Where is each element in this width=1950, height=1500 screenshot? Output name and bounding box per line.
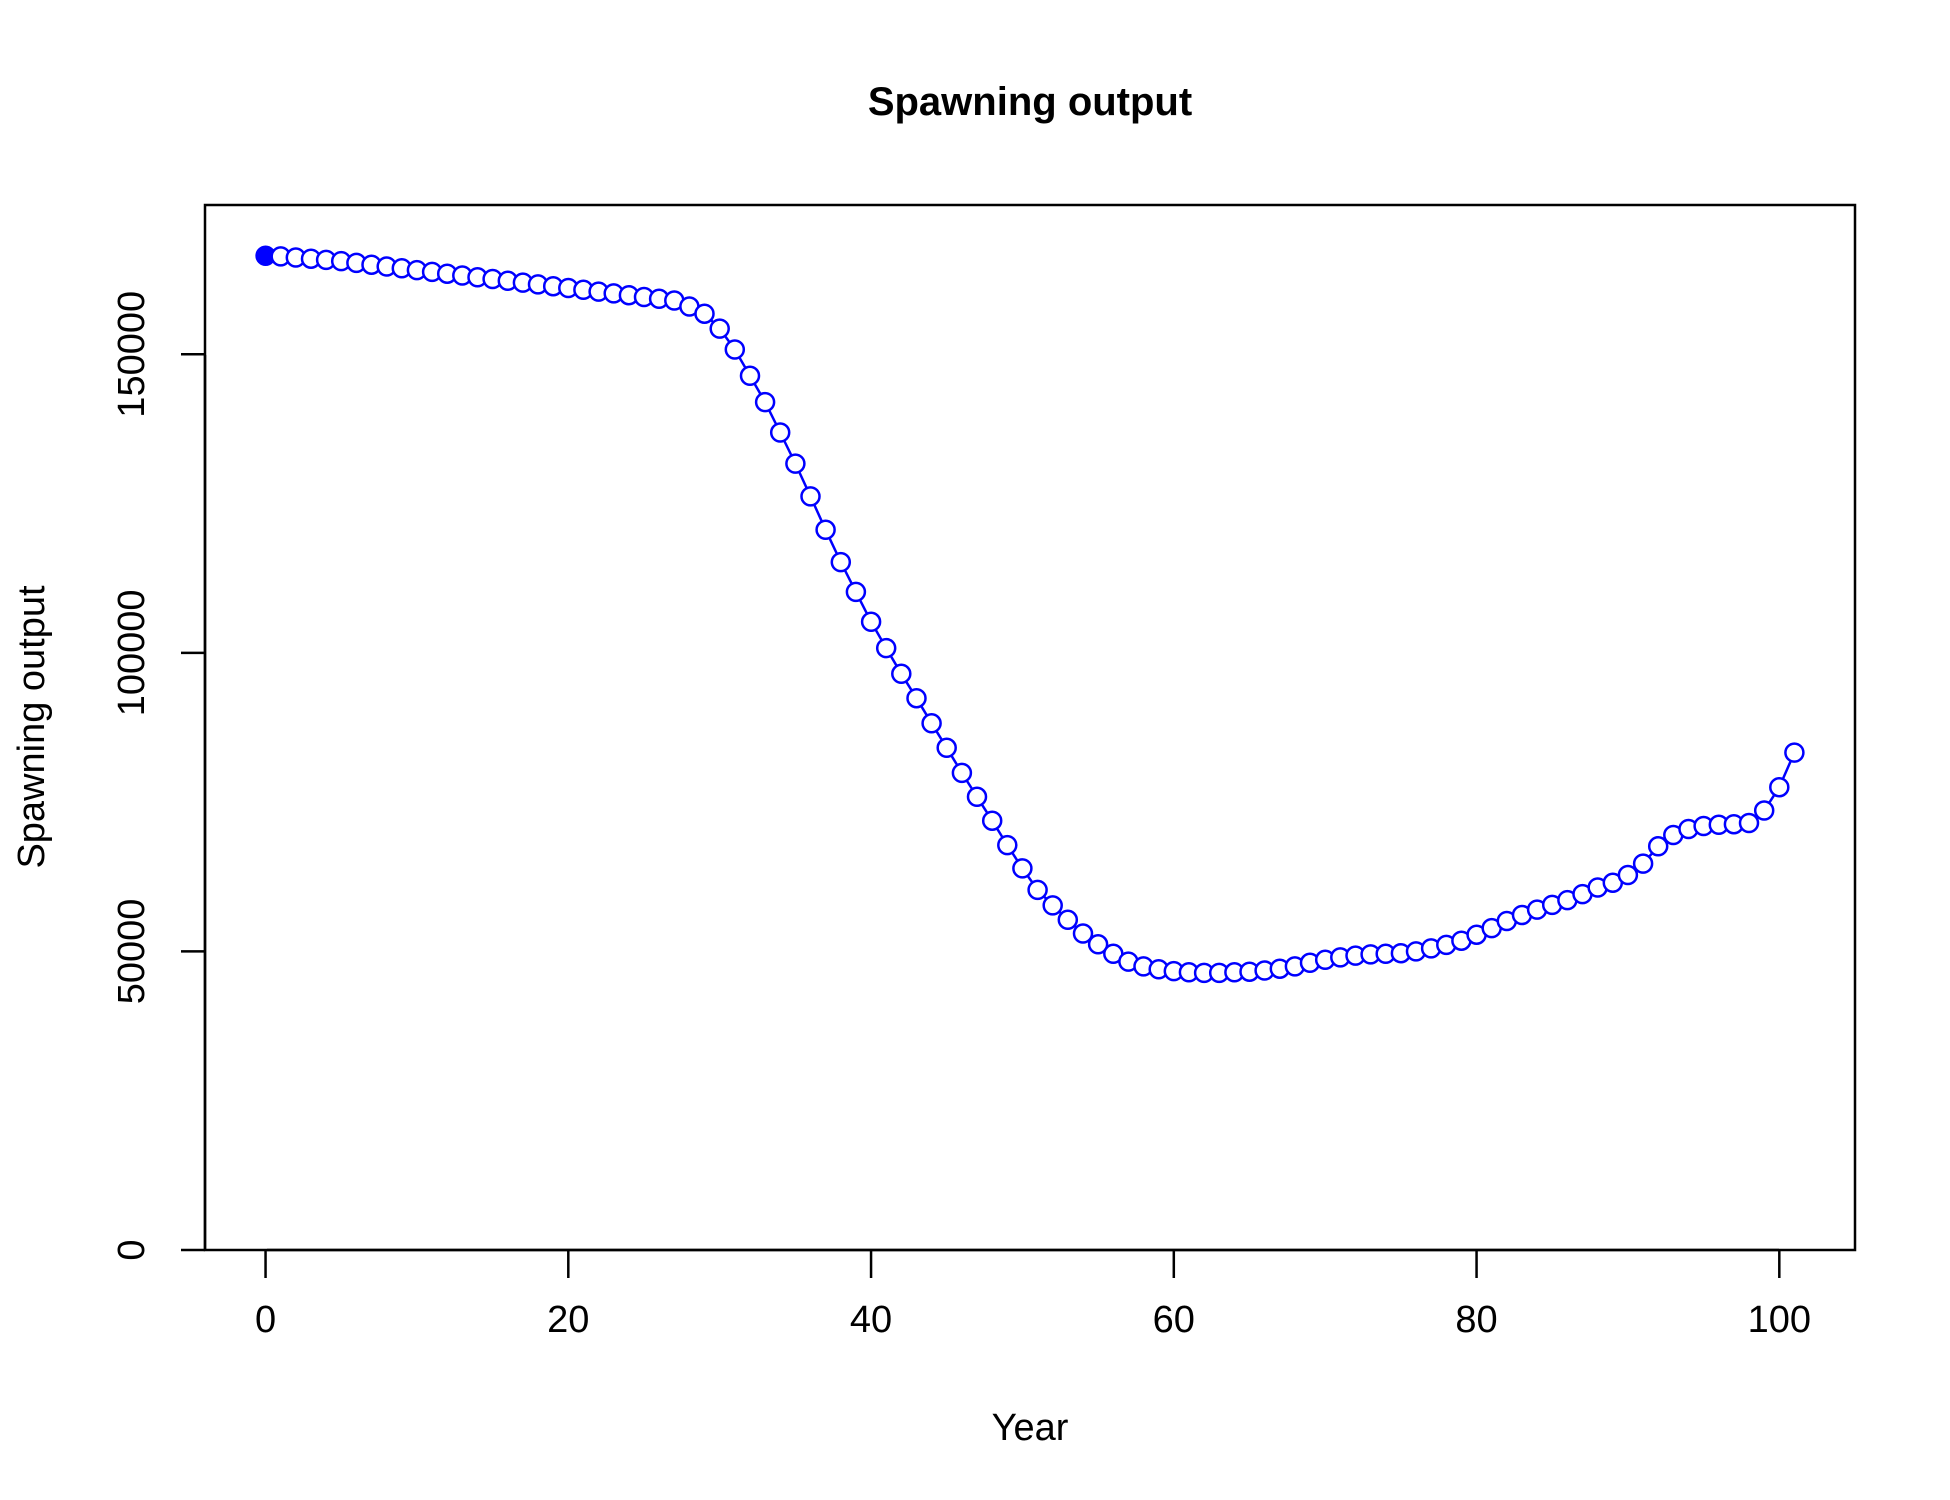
- data-point: [1057, 909, 1079, 931]
- data-point: [1753, 800, 1775, 821]
- y-axis-label: Spawning output: [11, 585, 53, 869]
- data-point: [769, 422, 791, 443]
- data-point: [724, 339, 746, 360]
- y-axis-ticks: 0 50000 100000 150000: [111, 291, 205, 1261]
- data-point: [981, 810, 1003, 831]
- series-points: [255, 245, 1805, 984]
- data-point: [1647, 836, 1669, 857]
- x-tick-label: 0: [255, 1299, 276, 1341]
- data-point: [936, 737, 957, 759]
- data-point: [860, 611, 882, 633]
- data-point: [1087, 934, 1109, 955]
- data-point: [1042, 895, 1063, 916]
- data-point: [1769, 776, 1790, 798]
- data-point: [1784, 742, 1805, 763]
- data-point: [997, 834, 1018, 856]
- x-tick-label: 100: [1748, 1299, 1811, 1341]
- plot-frame: [203, 203, 1857, 1252]
- data-point: [1738, 812, 1760, 834]
- data-point: [709, 318, 730, 339]
- data-point: [1617, 864, 1639, 886]
- data-point: [785, 453, 806, 474]
- data-point: [891, 663, 912, 685]
- data-point: [1072, 923, 1094, 944]
- y-tick-label: 50000: [111, 899, 153, 1005]
- data-point: [1027, 879, 1048, 901]
- data-point: [800, 486, 821, 507]
- data-point: [754, 391, 776, 413]
- data-point: [739, 365, 761, 387]
- data-point: [906, 687, 927, 709]
- data-point: [830, 551, 852, 573]
- x-axis-label: Year: [992, 1407, 1069, 1449]
- data-point: [815, 519, 836, 541]
- data-point: [966, 786, 988, 808]
- data-point: [1012, 858, 1033, 879]
- x-tick-label: 40: [850, 1299, 892, 1341]
- data-point: [921, 713, 942, 734]
- y-tick-label: 0: [111, 1239, 153, 1260]
- x-axis-ticks: 0 20 40 60 80 100: [255, 1250, 1811, 1341]
- x-tick-label: 20: [547, 1299, 589, 1341]
- data-point: [875, 637, 897, 659]
- data-point: [694, 303, 715, 324]
- data-point: [845, 581, 867, 603]
- y-tick-label: 150000: [111, 291, 153, 418]
- x-tick-label: 60: [1153, 1299, 1195, 1341]
- y-tick-label: 100000: [111, 589, 153, 716]
- chart-title: Spawning output: [868, 80, 1192, 124]
- data-point: [951, 762, 973, 784]
- data-point: [1632, 853, 1654, 874]
- x-tick-label: 80: [1455, 1299, 1497, 1341]
